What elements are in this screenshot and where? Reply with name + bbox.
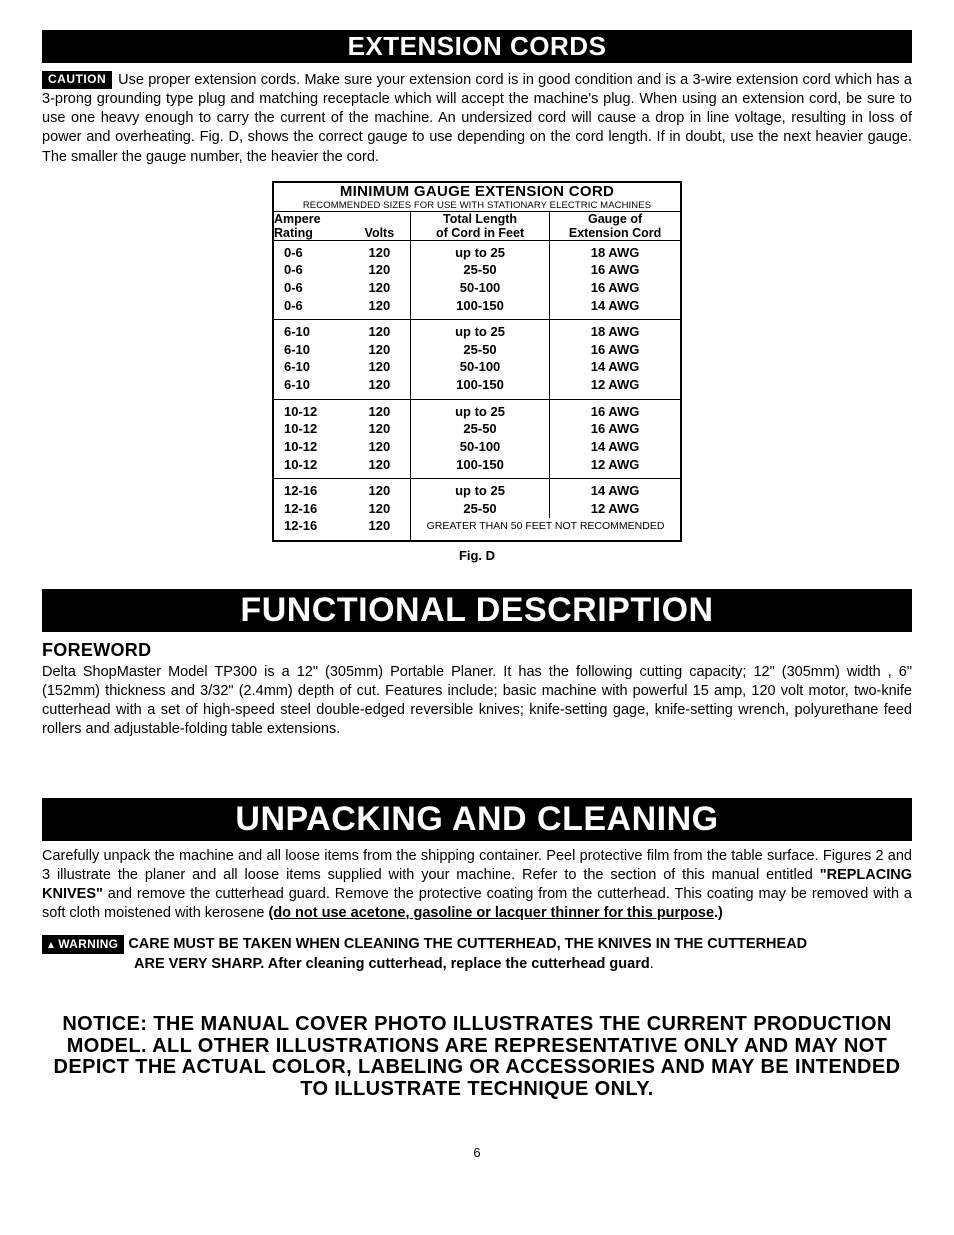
warning-paragraph: WARNINGCARE MUST BE TAKEN WHEN CLEANING … bbox=[42, 935, 912, 974]
table-subtitle: RECOMMENDED SIZES FOR USE WITH STATIONAR… bbox=[273, 200, 681, 212]
hdr-length-b: of Cord in Feet bbox=[411, 226, 549, 240]
table-row: 10-12120100-15012 AWG bbox=[273, 456, 681, 479]
paragraph-foreword: Delta ShopMaster Model TP300 is a 12" (3… bbox=[42, 663, 912, 740]
table-title: MINIMUM GAUGE EXTENSION CORD bbox=[273, 182, 681, 200]
hdr-volts: Volts bbox=[349, 226, 410, 240]
table-row: 6-10120100-15012 AWG bbox=[273, 377, 681, 400]
banner-extension-cords: EXTENSION CORDS bbox=[42, 30, 912, 63]
unpacking-bold2: (do not use acetone, gasoline or lacquer… bbox=[268, 905, 714, 921]
table-row: 0-6120100-15014 AWG bbox=[273, 297, 681, 320]
warning-badge: WARNING bbox=[42, 935, 124, 954]
page-number: 6 bbox=[42, 1145, 912, 1160]
banner-unpacking: UNPACKING AND CLEANING bbox=[42, 798, 912, 841]
figure-caption: Fig. D bbox=[42, 548, 912, 563]
table-row: 10-1212050-10014 AWG bbox=[273, 438, 681, 456]
table-row: 0-612025-5016 AWG bbox=[273, 262, 681, 280]
table-row: 6-1012025-5016 AWG bbox=[273, 341, 681, 359]
notice-text: NOTICE: THE MANUAL COVER PHOTO ILLUSTRAT… bbox=[42, 1014, 912, 1100]
table-row: 0-6120up to 2518 AWG bbox=[273, 240, 681, 262]
table-header-row: AmpereRating Volts Total Lengthof Cord i… bbox=[273, 211, 681, 240]
table-row: 0-612050-10016 AWG bbox=[273, 279, 681, 297]
gauge-table-wrap: MINIMUM GAUGE EXTENSION CORD RECOMMENDED… bbox=[42, 181, 912, 542]
subhead-foreword: FOREWORD bbox=[42, 640, 912, 661]
hdr-length-a: Total Length bbox=[411, 212, 549, 226]
warning-period: . bbox=[650, 956, 654, 972]
table-row: 12-16120GREATER THAN 50 FEET NOT RECOMME… bbox=[273, 518, 681, 541]
extension-cords-text: Use proper extension cords. Make sure yo… bbox=[42, 72, 912, 165]
hdr-rating: Rating bbox=[274, 226, 349, 240]
warning-line1: CARE MUST BE TAKEN WHEN CLEANING THE CUT… bbox=[128, 936, 807, 952]
table-row: 6-1012050-10014 AWG bbox=[273, 359, 681, 377]
banner-functional: FUNCTIONAL DESCRIPTION bbox=[42, 589, 912, 632]
warning-line2: ARE VERY SHARP. After cleaning cutterhea… bbox=[134, 956, 650, 972]
gauge-table: MINIMUM GAUGE EXTENSION CORD RECOMMENDED… bbox=[272, 181, 682, 542]
unpacking-pre: Carefully unpack the machine and all loo… bbox=[42, 848, 912, 883]
table-row: 10-1212025-5016 AWG bbox=[273, 421, 681, 439]
paragraph-unpacking: Carefully unpack the machine and all loo… bbox=[42, 847, 912, 924]
hdr-ampere: Ampere bbox=[274, 212, 349, 226]
table-row: 6-10120up to 2518 AWG bbox=[273, 320, 681, 342]
caution-badge: CAUTION bbox=[42, 71, 112, 89]
paragraph-extension-cords: CAUTIONUse proper extension cords. Make … bbox=[42, 71, 912, 167]
unpacking-tail: .) bbox=[714, 905, 723, 921]
table-row: 12-1612025-5012 AWG bbox=[273, 500, 681, 518]
hdr-gauge-a: Gauge of bbox=[550, 212, 680, 226]
table-row: 10-12120up to 2516 AWG bbox=[273, 399, 681, 421]
table-row: 12-16120up to 2514 AWG bbox=[273, 479, 681, 501]
hdr-gauge-b: Extension Cord bbox=[550, 226, 680, 240]
